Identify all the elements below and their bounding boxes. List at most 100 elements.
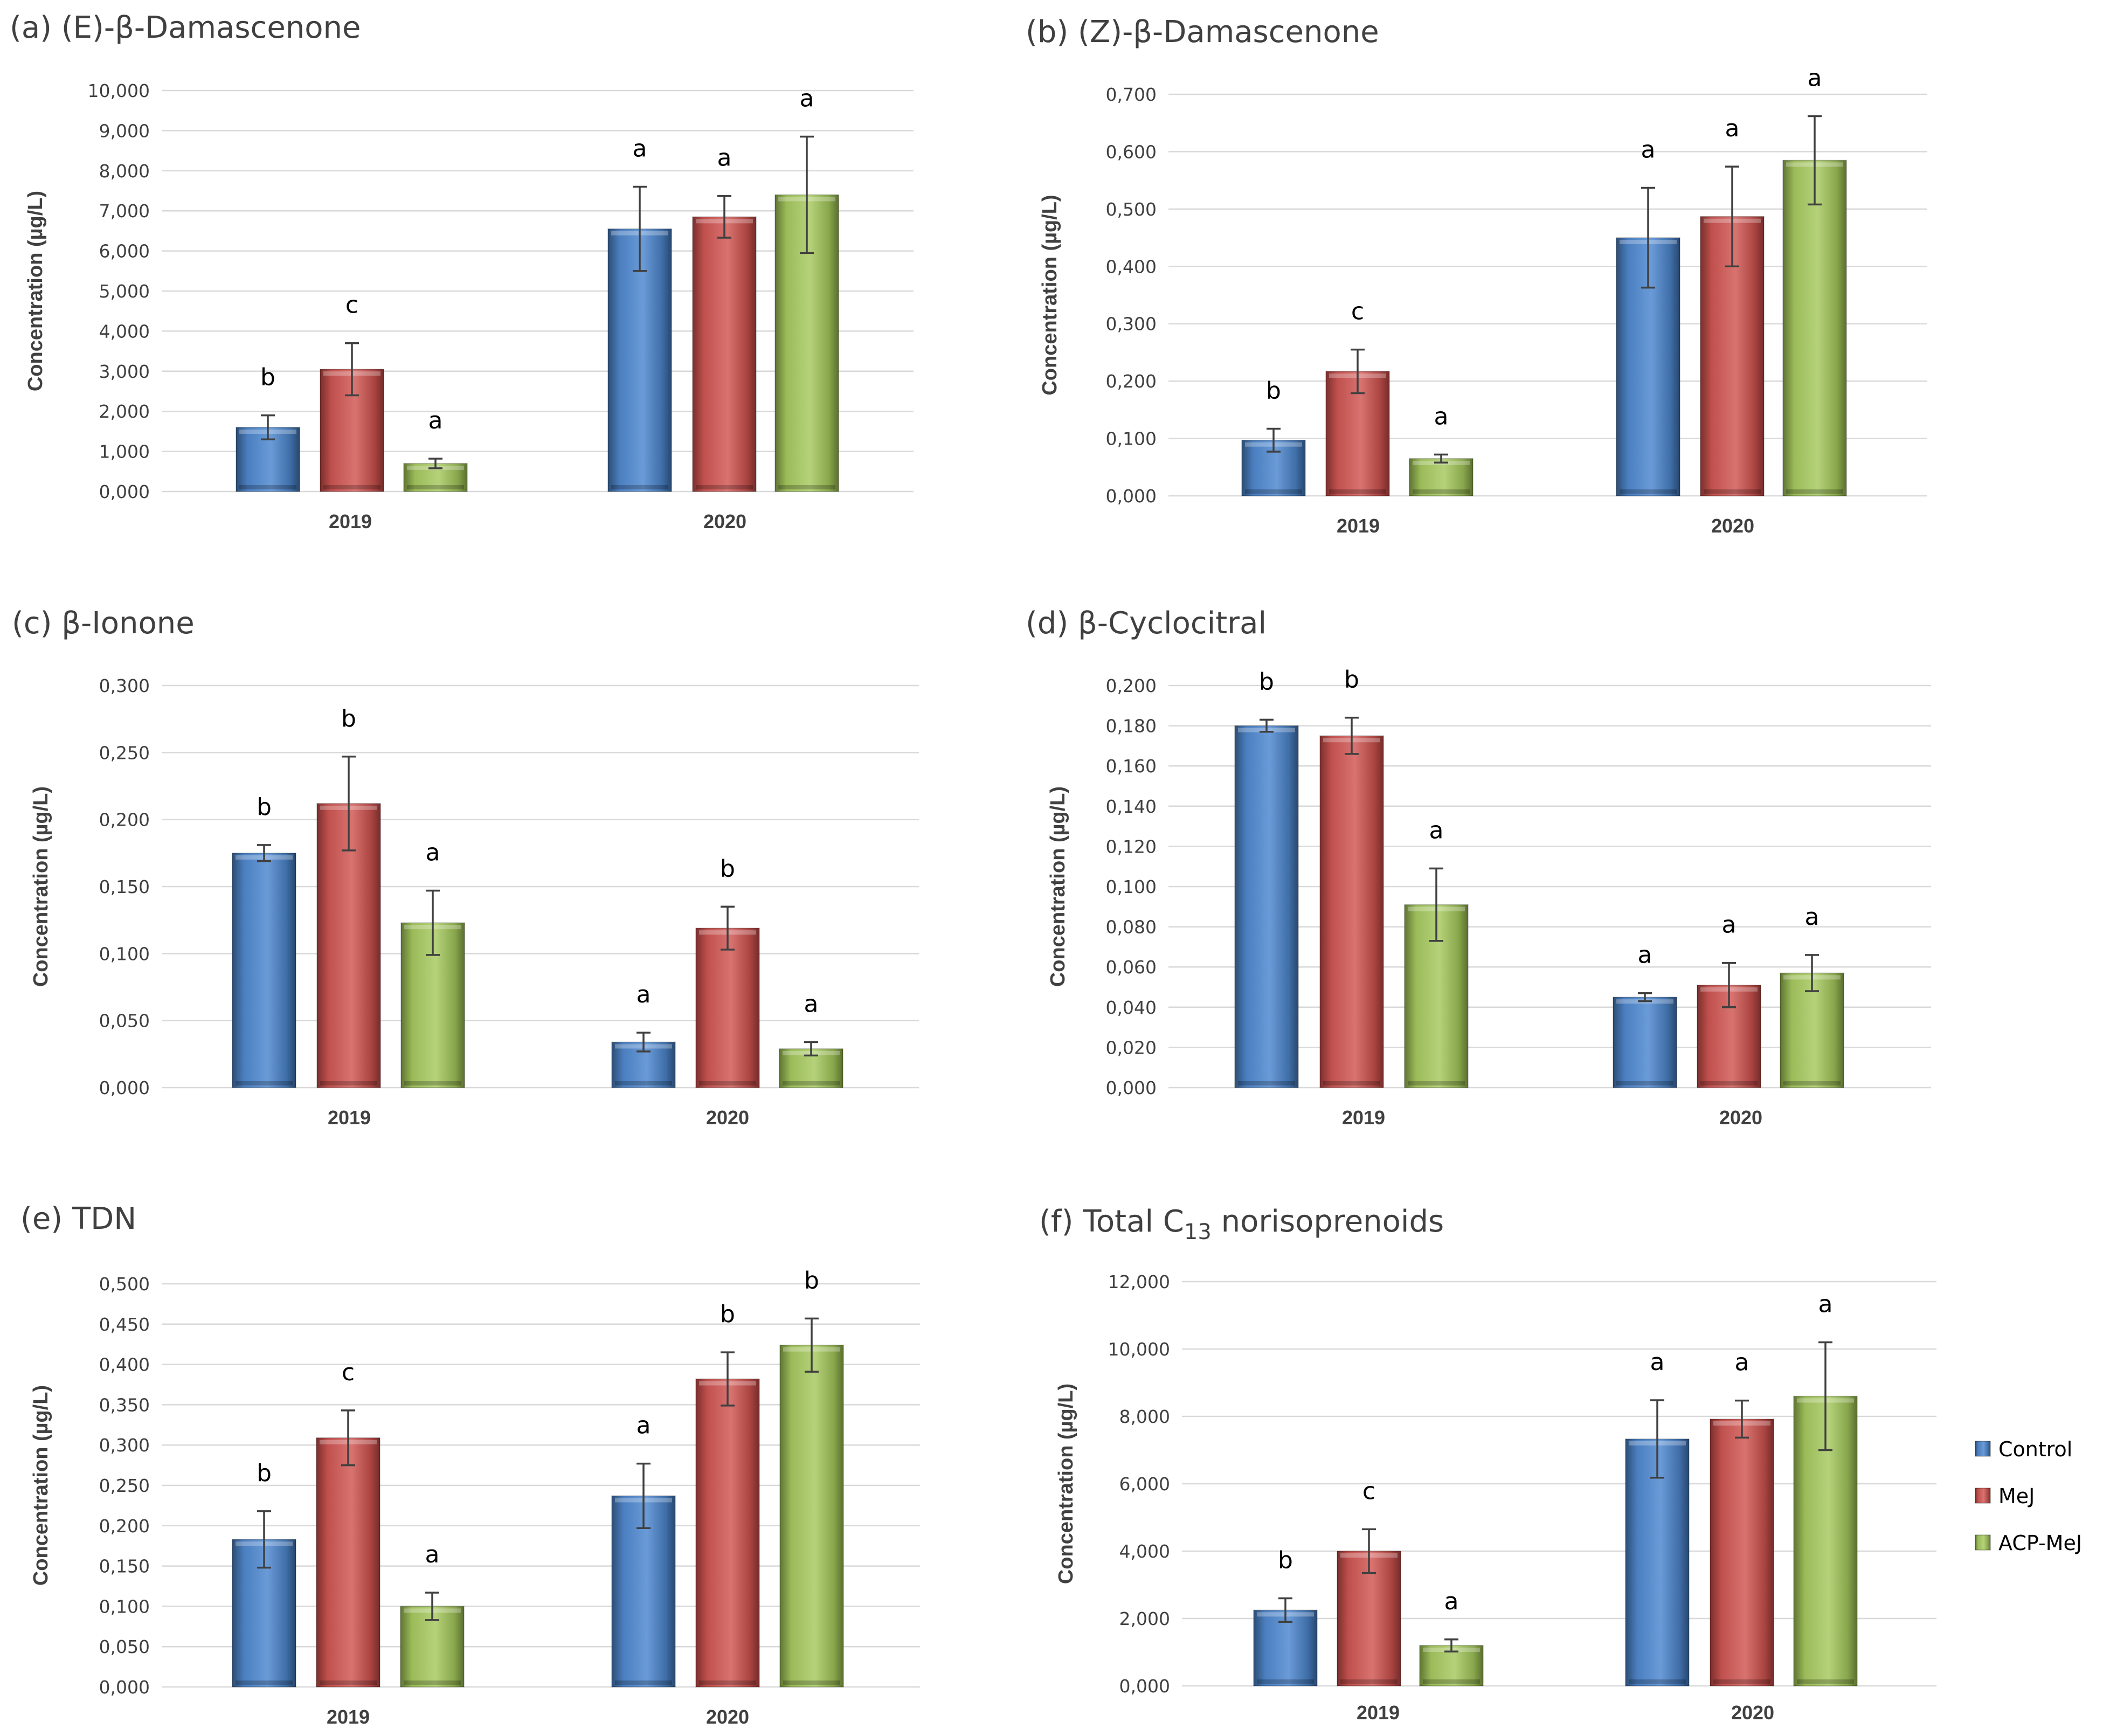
bar-acp-mej-2020 [1782, 160, 1847, 496]
y-tick-label: 0,000 [99, 481, 150, 502]
significance-label: b [341, 705, 356, 732]
bar-bevel-bottom [699, 1680, 756, 1685]
chart-panel-c: (c) β-Ionone 0,000 0,050 0,100 0,150 0,200 0,2… [12, 606, 919, 1129]
bar-control-2019 [1234, 725, 1299, 1088]
bar-bevel-bottom [1797, 1679, 1854, 1684]
y-tick-label: 0,100 [99, 943, 150, 964]
bar-mej-2019 [316, 1437, 381, 1687]
y-tick-label: 0,500 [1106, 199, 1157, 220]
error-bar [1722, 962, 1736, 1008]
bar-bevel-bottom [615, 1081, 672, 1085]
significance-label: a [1434, 403, 1449, 430]
bar-bevel-bottom [1340, 1679, 1398, 1684]
significance-label: b [257, 793, 272, 821]
x-category-label: 2020 [703, 510, 746, 532]
legend: Control MeJ ACP-MeJ [1975, 1437, 2082, 1555]
y-tick-label: 0,250 [99, 1475, 150, 1496]
significance-label: b [260, 364, 275, 391]
y-tick-label: 10,000 [88, 80, 150, 101]
bar-bevel-bottom [1700, 1081, 1758, 1085]
bar-bevel-bottom [320, 1680, 377, 1685]
error-bar [426, 889, 440, 956]
error-bar [1725, 165, 1739, 268]
x-category-label: 2020 [1731, 1702, 1774, 1724]
chart-title: (c) β-Ionone [12, 606, 195, 641]
x-category-label: 2020 [1719, 1106, 1762, 1129]
error-bar [1650, 1399, 1664, 1479]
bar-bevel-bottom [1704, 489, 1761, 494]
error-bar [1638, 992, 1652, 1002]
significance-label: a [426, 839, 440, 866]
error-bar [261, 414, 275, 441]
y-tick-label: 0,000 [99, 1077, 150, 1098]
legend-label: MeJ [1998, 1484, 2035, 1508]
bar-bevel-bottom [404, 1680, 461, 1685]
error-bar [1641, 186, 1655, 289]
y-tick-label: 0,300 [99, 1435, 150, 1456]
error-bar [637, 1462, 651, 1530]
bar-bevel-bottom [1245, 489, 1302, 494]
bar-bevel-bottom [1616, 1081, 1673, 1085]
bar-bevel-bottom [1423, 1679, 1480, 1684]
significance-label: a [1429, 817, 1444, 844]
y-tick-label: 8,000 [1119, 1406, 1170, 1427]
chart-title: (b) (Z)-β-Damascenone [1026, 15, 1379, 50]
bar-control-2020 [1613, 997, 1677, 1088]
legend-item-acp-mej: ACP-MeJ [1975, 1531, 2082, 1555]
significance-label: a [1808, 64, 1822, 92]
significance-label: a [1805, 903, 1820, 931]
y-tick-label: 9,000 [99, 120, 150, 141]
significance-label: b [1259, 668, 1274, 695]
legend-label: ACP-MeJ [1998, 1531, 2082, 1555]
bar-bevel-bottom [615, 1680, 672, 1685]
significance-label: a [804, 990, 819, 1018]
legend-swatch [1975, 1534, 1991, 1551]
error-bar [1808, 115, 1822, 206]
y-tick-label: 0,000 [1106, 1077, 1157, 1098]
significance-label: b [720, 1301, 735, 1328]
y-tick-label: 0,400 [1106, 256, 1157, 277]
bar-bevel-bottom [404, 1081, 461, 1085]
bar-mej-2019 [320, 369, 384, 492]
y-axis-label: Concentration (µg/L) [1039, 195, 1061, 395]
bar-bevel-bottom [1238, 1081, 1295, 1085]
bar-acp-mej-2020 [1780, 972, 1844, 1088]
significance-label: a [1638, 942, 1652, 969]
significance-label: b [720, 855, 735, 882]
bar-mej-2019 [1319, 735, 1384, 1088]
y-tick-label: 0,150 [99, 876, 150, 897]
error-bar [1818, 1341, 1832, 1451]
bar-bevel-bottom [1713, 1679, 1770, 1684]
y-tick-label: 6,000 [99, 241, 150, 262]
significance-label: a [1722, 911, 1737, 939]
bar-bevel-bottom [778, 485, 835, 489]
bar-acp-mej-2019 [1409, 458, 1474, 496]
bar-bevel-bottom [783, 1680, 840, 1685]
bar-bevel-bottom [1620, 489, 1677, 494]
y-tick-label: 0,350 [99, 1394, 150, 1415]
x-category-label: 2019 [328, 1106, 371, 1129]
error-bar [257, 1510, 271, 1569]
y-tick-label: 0,020 [1106, 1037, 1157, 1058]
chart-title: (a) (E)-β-Damascenone [10, 10, 361, 45]
y-axis-label: Concentration (µg/L) [1055, 1384, 1077, 1584]
y-axis-label: Concentration (µg/L) [30, 1385, 52, 1586]
y-tick-label: 7,000 [99, 200, 150, 222]
y-tick-label: 0,300 [99, 675, 150, 696]
legend-swatch [1975, 1488, 1991, 1504]
legend-item-control: Control [1975, 1437, 2072, 1461]
x-category-label: 2020 [1711, 515, 1754, 537]
significance-label: a [717, 144, 732, 172]
y-tick-label: 4,000 [99, 321, 150, 342]
x-category-label: 2019 [329, 510, 372, 532]
error-bar [1805, 954, 1819, 992]
bar-acp-mej-2019 [400, 1606, 465, 1687]
bar-bevel-bottom [783, 1081, 840, 1085]
error-bar [1434, 453, 1448, 464]
bar-bevel-bottom [236, 1680, 293, 1685]
y-tick-label: 0,160 [1106, 756, 1157, 777]
error-bar [1444, 1638, 1458, 1652]
bar-mej-2020 [695, 1378, 760, 1687]
significance-label: a [633, 135, 647, 163]
